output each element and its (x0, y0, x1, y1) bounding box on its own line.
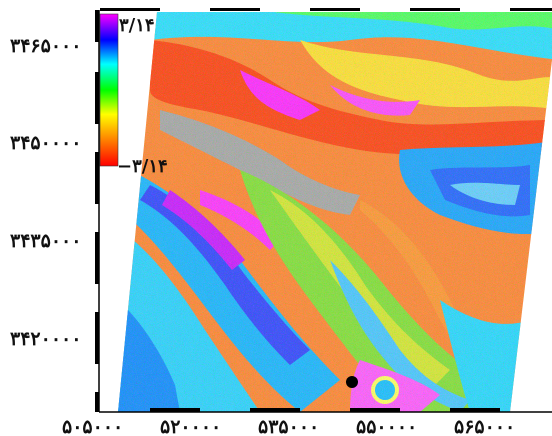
x-tick-label-520000: ۵۲۰۰۰۰ (160, 416, 221, 436)
colorbar-min-label: −۳/۱۴ (117, 156, 168, 177)
reference-point-marker (346, 376, 358, 388)
y-tick-label-3420000: ۳۴۲۰۰۰۰ (10, 328, 81, 350)
y-tick-label-3450000: ۳۴۵۰۰۰۰ (10, 132, 81, 154)
y-tick-label-3465000: ۳۴۶۵۰۰۰ (10, 35, 81, 57)
colorbar-max-label: ۳/۱۴ (119, 15, 155, 36)
y-axis: ۳۴۶۵۰۰۰ ۳۴۵۰۰۰۰ ۳۴۳۵۰۰۰ ۳۴۲۰۰۰۰ (10, 10, 100, 412)
x-tick-label-565000: ۵۶۵۰۰۰ (454, 416, 515, 436)
interferogram-scene (118, 12, 552, 412)
y-tick-label-3435000: ۳۴۳۵۰۰۰ (10, 230, 81, 252)
x-tick-label-550000: ۵۵۰۰۰۰ (356, 416, 417, 436)
colorbar: ۳/۱۴ −۳/۱۴ (99, 13, 168, 177)
x-axis: ۵۰۵۰۰۰ ۵۲۰۰۰۰ ۵۳۵۰۰۰ ۵۵۰۰۰۰ ۵۶۵۰۰۰ (62, 8, 552, 436)
x-tick-label-505000: ۵۰۵۰۰۰ (62, 416, 123, 436)
x-tick-label-535000: ۵۳۵۰۰۰ (258, 416, 319, 436)
